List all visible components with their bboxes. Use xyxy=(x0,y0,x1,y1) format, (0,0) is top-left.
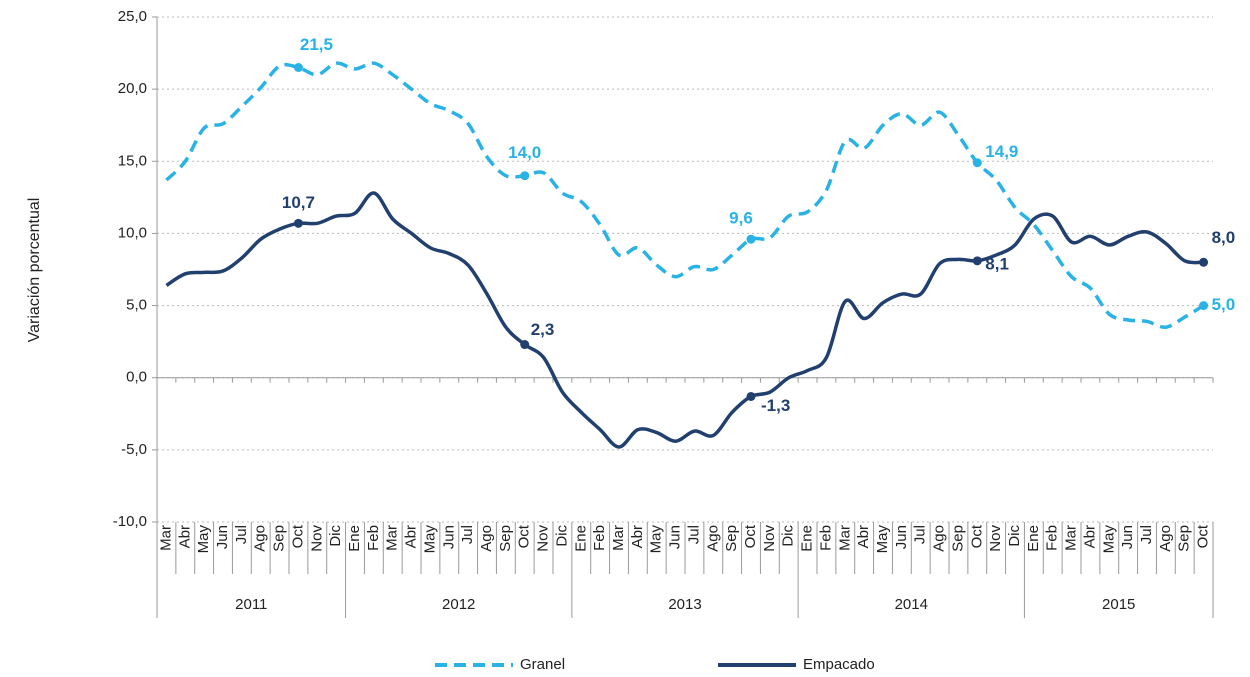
point-marker xyxy=(520,340,530,350)
x-tick-label: Dic xyxy=(1006,525,1023,547)
x-tick-label: Nov xyxy=(987,525,1004,552)
y-tick-label: 15,0 xyxy=(118,152,147,169)
x-tick-label: Mar xyxy=(384,525,401,551)
x-tick-label: Jun xyxy=(440,525,457,549)
x-tick-label: Ene xyxy=(572,525,589,552)
x-tick-label: Ene xyxy=(1025,525,1042,552)
x-tick-label: Sep xyxy=(723,525,740,552)
x-tick-label: Dic xyxy=(780,525,797,547)
x-tick-label: Mar xyxy=(1063,525,1080,551)
x-tick-label: Feb xyxy=(591,525,608,551)
legend-label: Empacado xyxy=(803,656,875,673)
x-tick-label: Feb xyxy=(817,525,834,551)
x-tick-label: Abr xyxy=(629,525,646,548)
value-label: 14,0 xyxy=(508,143,541,162)
y-tick-label: 5,0 xyxy=(126,297,147,314)
group-label: 2015 xyxy=(1102,596,1135,613)
point-marker xyxy=(293,218,303,228)
value-label: 2,3 xyxy=(531,320,555,339)
x-tick-label: Ago xyxy=(704,525,721,552)
y-tick-label: 20,0 xyxy=(118,80,147,97)
x-tick-label: May xyxy=(195,525,212,554)
x-tick-label: Nov xyxy=(535,525,552,552)
y-tick-label: 0,0 xyxy=(126,369,147,386)
value-label: 5,0 xyxy=(1212,295,1236,314)
series-line xyxy=(165,191,1204,449)
x-tick-label: Mar xyxy=(836,525,853,551)
x-tick-label: Ago xyxy=(1157,525,1174,552)
x-tick-label: Feb xyxy=(365,525,382,551)
x-tick-label: Jul xyxy=(912,525,929,544)
x-tick-label: May xyxy=(1100,525,1117,554)
x-tick-label: Jul xyxy=(233,525,250,544)
group-label: 2011 xyxy=(235,596,267,613)
x-tick-label: May xyxy=(648,525,665,554)
x-tick-label: Jul xyxy=(459,525,476,544)
x-tick-label: Abr xyxy=(1081,525,1098,548)
y-tick-label: 10,0 xyxy=(118,224,147,241)
x-tick-label: Ago xyxy=(931,525,948,552)
value-label: 21,5 xyxy=(300,35,333,54)
point-marker xyxy=(1199,257,1209,267)
point-marker xyxy=(293,63,303,72)
x-tick-label: Sep xyxy=(949,525,966,552)
point-marker xyxy=(972,158,982,168)
x-tick-label: Nov xyxy=(308,525,325,552)
x-tick-label: Ago xyxy=(252,525,269,552)
x-tick-label: Abr xyxy=(855,525,872,548)
point-marker xyxy=(746,391,756,401)
x-tick-label: Jun xyxy=(214,525,231,549)
x-tick-label: Mar xyxy=(157,525,174,551)
x-tick-label: Feb xyxy=(1044,525,1061,551)
x-tick-label: Sep xyxy=(1176,525,1193,552)
series-line xyxy=(165,61,1205,329)
x-tick-label: Ene xyxy=(346,525,363,552)
value-label: 8,0 xyxy=(1212,228,1236,247)
y-tick-label: 25,0 xyxy=(118,8,147,25)
x-tick-label: May xyxy=(874,525,891,554)
x-tick-label: Abr xyxy=(176,525,193,548)
x-tick-label: Oct xyxy=(742,524,759,548)
point-marker xyxy=(746,234,756,244)
x-tick-label: Ene xyxy=(799,525,816,552)
x-tick-label: Sep xyxy=(497,525,514,552)
x-tick-label: Dic xyxy=(327,525,344,547)
x-tick-label: Nov xyxy=(761,525,778,552)
group-label: 2013 xyxy=(668,596,701,613)
x-tick-label: Mar xyxy=(610,525,627,551)
x-tick-label: Oct xyxy=(516,524,533,548)
group-label: 2014 xyxy=(895,596,928,613)
x-tick-label: Jul xyxy=(685,525,702,544)
y-tick-label: -10,0 xyxy=(113,513,147,530)
legend-label: Granel xyxy=(520,656,565,673)
x-tick-label: Jun xyxy=(893,525,910,549)
point-marker xyxy=(520,171,530,181)
y-tick-label: -5,0 xyxy=(121,441,147,458)
value-label: 14,9 xyxy=(985,142,1018,161)
x-tick-label: May xyxy=(421,525,438,554)
x-tick-label: Oct xyxy=(968,524,985,548)
x-tick-label: Oct xyxy=(289,524,306,548)
x-tick-label: Sep xyxy=(271,525,288,552)
x-tick-label: Jul xyxy=(1138,525,1155,544)
x-tick-label: Jun xyxy=(1119,525,1136,549)
group-label: 2012 xyxy=(442,596,475,613)
value-label: -1,3 xyxy=(761,396,790,415)
value-label: 8,1 xyxy=(985,254,1009,273)
point-marker xyxy=(1199,301,1209,311)
x-tick-label: Ago xyxy=(478,525,495,552)
value-label: 9,6 xyxy=(729,209,753,228)
x-tick-label: Dic xyxy=(553,525,570,547)
y-axis-title: Variación porcentual xyxy=(26,198,43,343)
x-tick-label: Jun xyxy=(667,525,684,549)
point-marker xyxy=(972,256,982,266)
x-tick-label: Abr xyxy=(403,525,420,548)
x-tick-label: Oct xyxy=(1195,524,1212,548)
value-label: 10,7 xyxy=(282,193,315,212)
